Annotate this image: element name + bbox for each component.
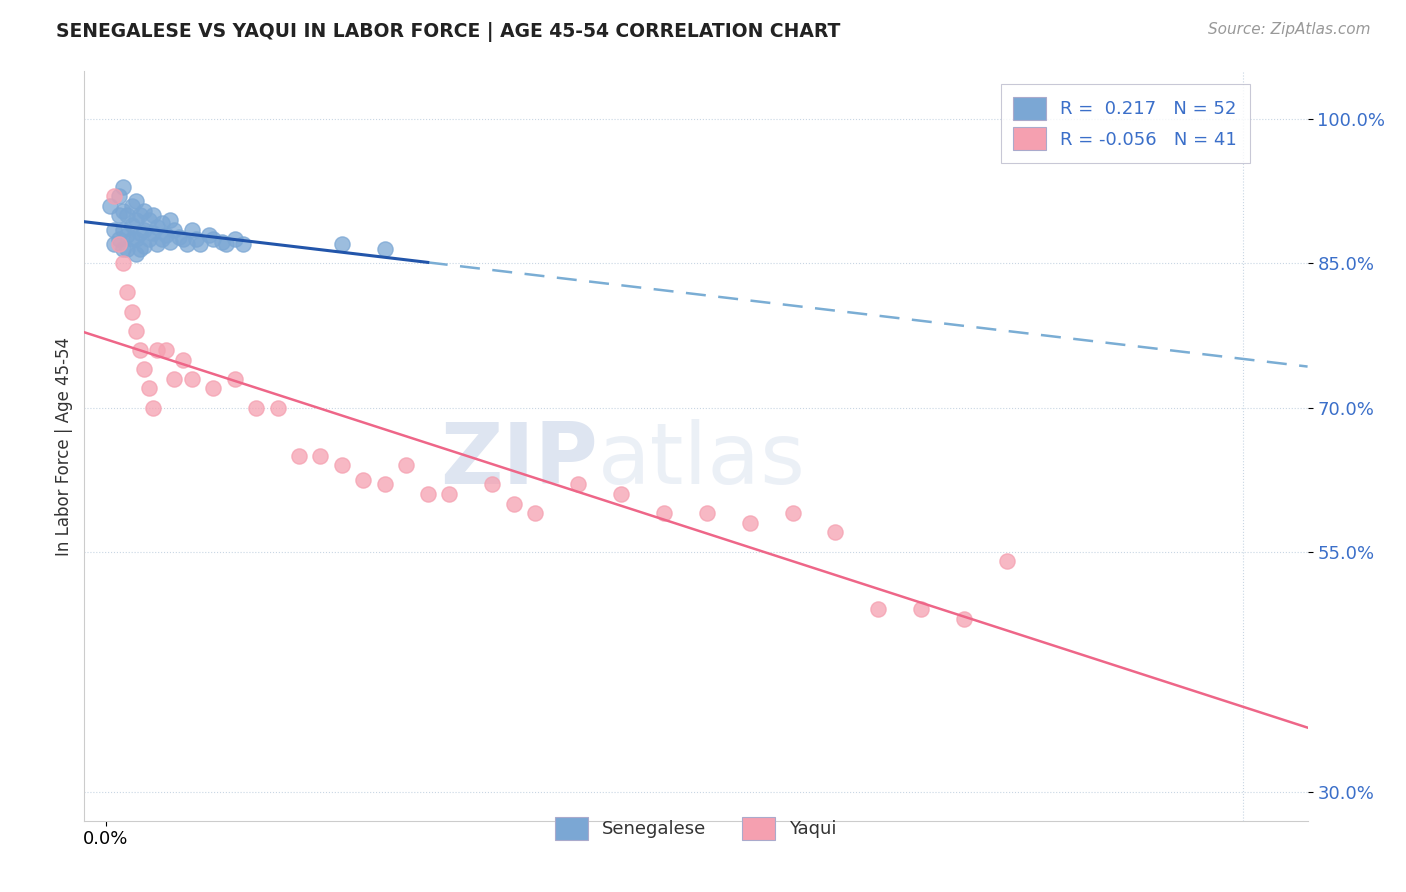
Point (524, 506, 547, 520)
Point (129, 343, 152, 357)
Point (824, 525, 846, 540)
Point (782, 506, 804, 520)
Point (224, 372, 246, 386)
Point (309, 449, 332, 463)
Point (198, 227, 221, 242)
Point (910, 602, 932, 616)
Point (138, 213, 160, 227)
Point (330, 237, 353, 252)
Point (138, 381, 160, 395)
Point (142, 209, 165, 223)
Point (163, 372, 186, 386)
Point (103, 189, 125, 203)
Point (125, 194, 148, 208)
Point (180, 372, 202, 386)
Point (437, 487, 460, 501)
Point (953, 612, 976, 626)
Point (610, 487, 633, 501)
Text: Source: ZipAtlas.com: Source: ZipAtlas.com (1208, 22, 1371, 37)
Point (111, 242, 134, 256)
Point (134, 203, 156, 218)
Point (266, 401, 288, 415)
Point (121, 199, 143, 213)
Point (211, 235, 233, 250)
Point (163, 223, 186, 237)
Point (107, 189, 129, 203)
Point (180, 223, 202, 237)
Point (129, 209, 152, 223)
Point (103, 223, 125, 237)
Point (146, 219, 169, 234)
Legend: Senegalese, Yaqui: Senegalese, Yaqui (543, 805, 849, 853)
Text: ZIP: ZIP (440, 419, 598, 502)
Point (107, 209, 129, 223)
Point (107, 237, 129, 252)
Point (155, 343, 177, 357)
Point (111, 179, 134, 194)
Point (117, 209, 139, 223)
Point (155, 227, 177, 242)
Point (502, 497, 524, 511)
Point (374, 477, 396, 491)
Point (107, 232, 129, 246)
Point (202, 381, 225, 395)
Y-axis label: In Labor Force | Age 45-54: In Labor Force | Age 45-54 (55, 336, 73, 556)
Text: atlas: atlas (598, 419, 806, 502)
Point (232, 237, 254, 252)
Point (416, 487, 439, 501)
Point (125, 247, 148, 261)
Point (159, 235, 181, 250)
Point (159, 213, 181, 227)
Point (352, 473, 374, 487)
Point (142, 401, 165, 415)
Point (167, 229, 190, 244)
Point (184, 232, 207, 246)
Point (98, 199, 121, 213)
Point (103, 237, 125, 252)
Point (245, 401, 267, 415)
Point (121, 218, 143, 232)
Point (995, 554, 1018, 568)
Point (117, 227, 139, 242)
Point (150, 232, 173, 246)
Point (138, 232, 160, 246)
Point (202, 232, 225, 246)
Point (172, 232, 194, 246)
Point (146, 343, 169, 357)
Point (134, 239, 156, 253)
Point (129, 226, 152, 240)
Point (142, 226, 165, 240)
Point (146, 237, 169, 252)
Point (215, 237, 238, 252)
Point (129, 242, 152, 256)
Point (395, 458, 418, 473)
Point (868, 602, 890, 616)
Point (172, 352, 194, 367)
Point (121, 304, 143, 318)
Point (374, 242, 396, 256)
Point (696, 506, 718, 520)
Point (121, 232, 143, 246)
Point (224, 232, 246, 246)
Point (738, 516, 761, 530)
Point (134, 362, 156, 376)
Point (176, 237, 198, 252)
Text: SENEGALESE VS YAQUI IN LABOR FORCE | AGE 45-54 CORRELATION CHART: SENEGALESE VS YAQUI IN LABOR FORCE | AGE… (56, 22, 841, 42)
Point (481, 477, 503, 491)
Point (652, 506, 675, 520)
Point (150, 216, 173, 230)
Point (111, 203, 134, 218)
Point (188, 237, 211, 252)
Point (111, 223, 134, 237)
Point (125, 324, 148, 338)
Point (567, 477, 589, 491)
Point (111, 256, 134, 270)
Point (134, 223, 156, 237)
Point (125, 213, 148, 227)
Point (117, 285, 139, 300)
Point (117, 242, 139, 256)
Point (288, 449, 311, 463)
Point (330, 458, 353, 473)
Point (125, 232, 148, 246)
